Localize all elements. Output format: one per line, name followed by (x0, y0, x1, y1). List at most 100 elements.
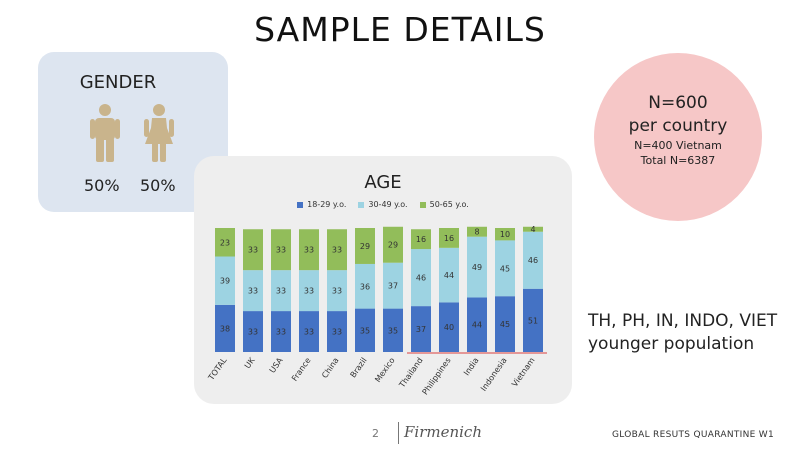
legend-item: 50-65 y.o. (419, 200, 469, 209)
data-label: 51 (528, 316, 538, 325)
footer-text: GLOBAL RESUTS QUARANTINE W1 (612, 430, 775, 440)
bar-segment (383, 308, 403, 352)
legend-swatch (297, 201, 304, 208)
data-label: 46 (416, 274, 426, 283)
bar-segment (299, 311, 319, 352)
data-label: 33 (276, 287, 286, 296)
data-label: 36 (360, 282, 370, 291)
category-label: China (320, 356, 341, 380)
bar-segment (215, 256, 235, 305)
bar-segment (467, 297, 487, 352)
bar-segment (327, 270, 347, 312)
data-label: 49 (472, 263, 482, 272)
bar-segment (467, 226, 487, 237)
bar-segment (467, 236, 487, 298)
category-label: Brazil (348, 356, 368, 379)
bar-segment (355, 263, 375, 309)
bar-segment (271, 229, 291, 271)
page-title: SAMPLE DETAILS (254, 10, 546, 49)
data-label: 33 (332, 287, 342, 296)
bar-segment (439, 228, 459, 248)
bar-segment (439, 302, 459, 352)
bar-segment (243, 311, 263, 352)
legend-label: 30-49 y.o. (368, 200, 408, 209)
bar-segment (215, 304, 235, 352)
data-label: 44 (472, 321, 482, 330)
age-stacked-bar-chart: 38 39 23 TOTAL 33 33 33 UK 33 33 33 USA 33 33 33 France… (206, 225, 547, 396)
data-label: 16 (416, 235, 426, 244)
data-label: 33 (304, 328, 314, 337)
gender-title: GENDER (79, 72, 157, 93)
legend-swatch (358, 201, 365, 208)
category-label: India (462, 356, 481, 377)
legend-label: 18-29 y.o. (307, 200, 347, 209)
bar-segment (327, 311, 347, 352)
bar-segment (439, 247, 459, 303)
legend-label: 50-65 y.o. (429, 200, 469, 209)
data-label: 16 (444, 234, 454, 243)
bar-segment (523, 226, 543, 232)
bar-segment (299, 270, 319, 312)
data-label: 39 (220, 277, 230, 286)
data-label: 29 (388, 241, 398, 250)
data-label: 33 (276, 328, 286, 337)
data-label: 33 (248, 328, 258, 337)
data-label: 8 (474, 228, 479, 237)
bar-segment (411, 306, 431, 352)
data-label: 37 (388, 282, 398, 291)
data-label: 33 (332, 328, 342, 337)
page-number: 2 (372, 427, 379, 440)
sample-size-total: Total N=6387 (640, 154, 716, 167)
data-label: 40 (444, 323, 454, 332)
legend-swatch (419, 201, 426, 208)
note-countries: TH, PH, IN, INDO, VIET (588, 311, 778, 331)
category-label: UK (243, 355, 257, 370)
bar-segment (271, 270, 291, 312)
category-label: France (290, 356, 313, 383)
data-label: 4 (530, 225, 535, 234)
data-label: 33 (304, 287, 314, 296)
data-label: 10 (500, 230, 510, 239)
female-percentage: 50% (140, 176, 176, 195)
bar-segment (383, 262, 403, 309)
legend-item: 18-29 y.o. (297, 200, 346, 209)
male-percentage: 50% (84, 176, 120, 195)
note-younger-population: younger population (588, 334, 755, 354)
bar-segment (299, 229, 319, 271)
data-label: 37 (416, 325, 426, 334)
sample-size-circle: N=600 per country N=400 Vietnam Total N=… (594, 53, 762, 221)
chart-title: AGE (364, 172, 402, 193)
category-label: USA (268, 356, 285, 375)
category-label: Thailand (397, 356, 425, 390)
chart-legend: 18-29 y.o. 30-49 y.o. 50-65 y.o. (194, 200, 572, 209)
data-label: 33 (276, 246, 286, 255)
category-label: Indonesia (479, 356, 509, 393)
bar-segment (327, 229, 347, 271)
data-label: 38 (220, 324, 230, 333)
bar-segment (411, 249, 431, 307)
gender-card: GENDER 50% 50% (38, 52, 228, 212)
category-label: Mexico (373, 356, 396, 384)
bar-segment (215, 228, 235, 257)
sample-size-n: N=600 (648, 93, 708, 113)
data-label: 45 (500, 264, 510, 273)
data-label: 23 (220, 238, 230, 247)
bar-segment (523, 288, 543, 352)
bar-segment (243, 270, 263, 312)
bar-segment (355, 308, 375, 352)
data-label: 35 (388, 326, 398, 335)
data-label: 33 (304, 246, 314, 255)
bar-segment (495, 240, 515, 297)
category-label: Philippines (421, 356, 453, 396)
category-label: TOTAL (206, 356, 229, 383)
data-label: 33 (248, 287, 258, 296)
legend-item: 30-49 y.o. (358, 200, 408, 209)
bar-segment (243, 229, 263, 271)
sample-size-per-country: per country (628, 116, 728, 136)
bar-segment (495, 296, 515, 352)
male-icon (90, 104, 120, 166)
brand-logo: Firmenich (404, 423, 482, 441)
bar-segment (271, 311, 291, 352)
data-label: 44 (444, 271, 454, 280)
bar-segment (495, 228, 515, 241)
